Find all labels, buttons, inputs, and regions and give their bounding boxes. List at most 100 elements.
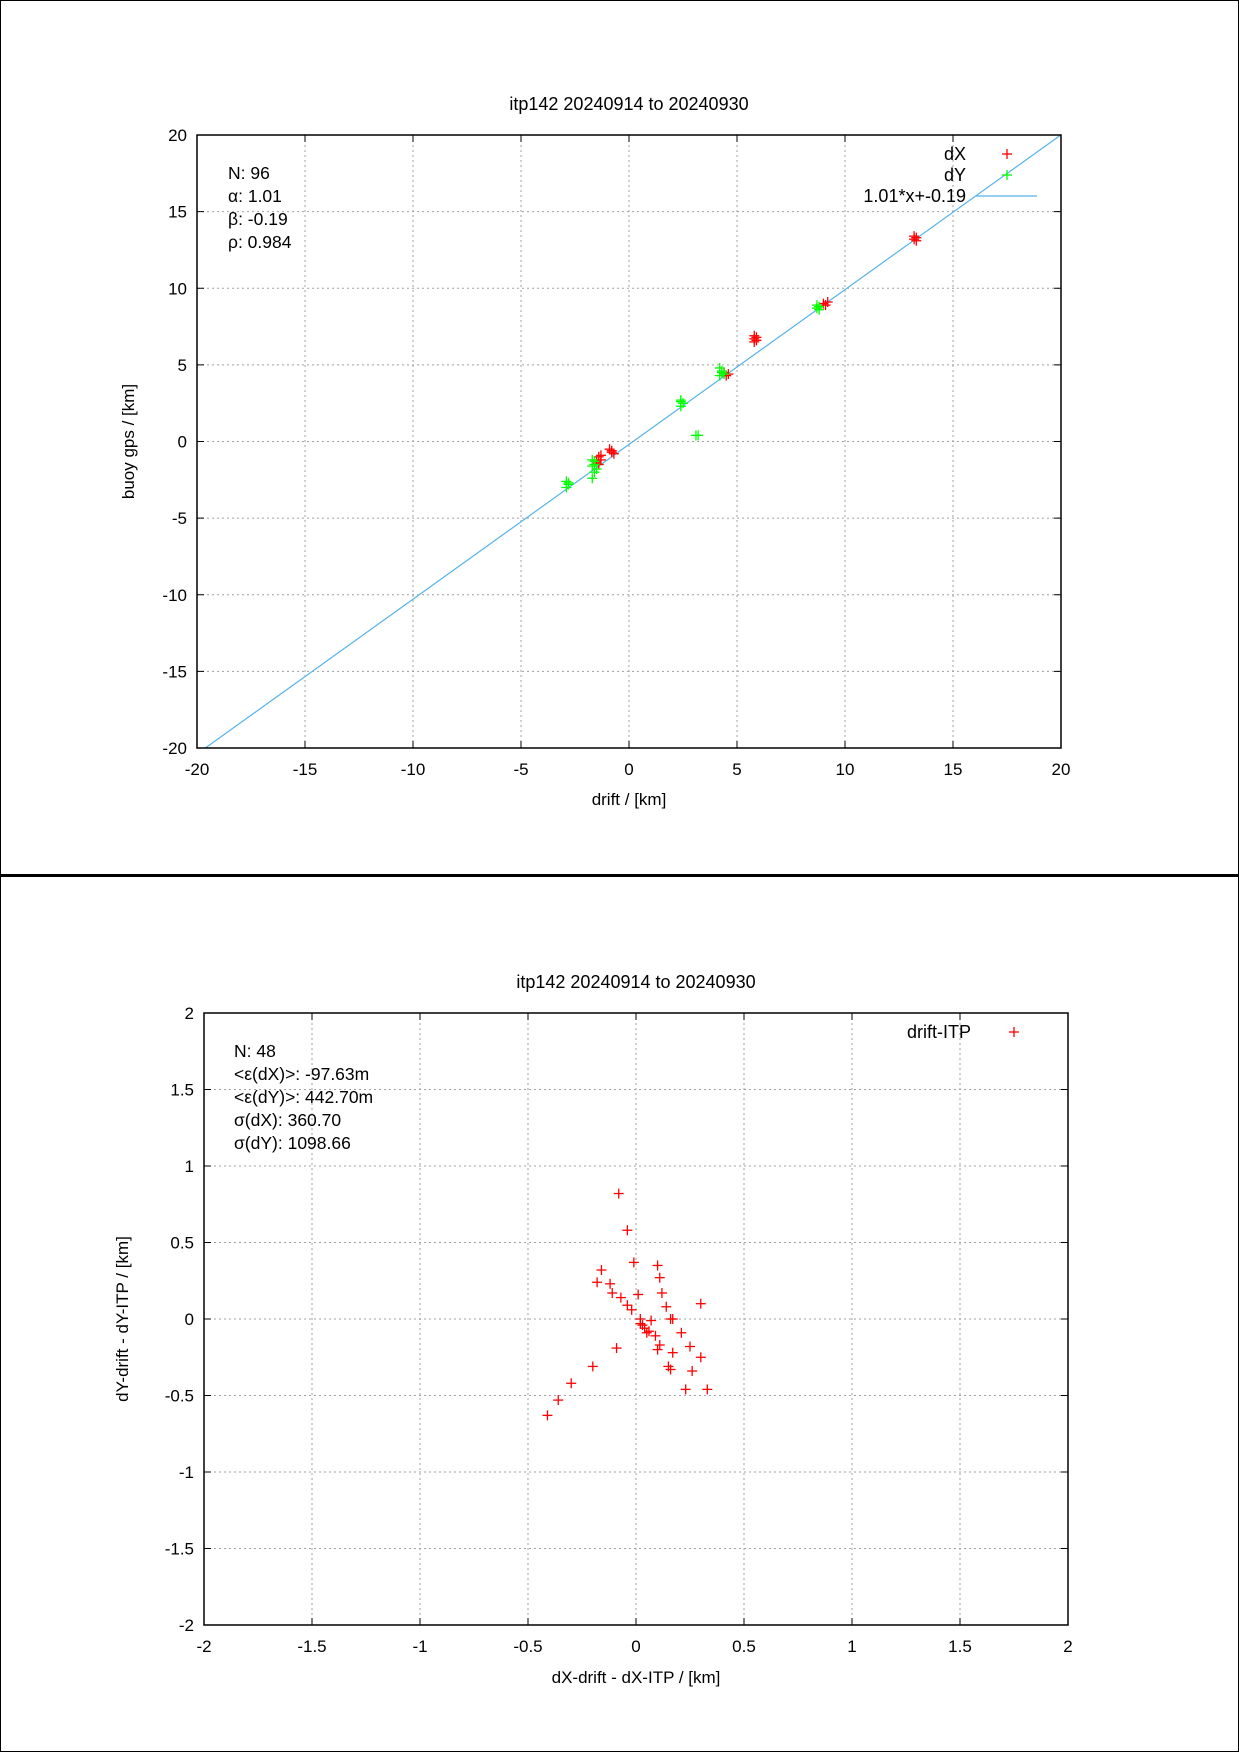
y-tick-label: 0.5: [170, 1234, 194, 1253]
stats-box: N: 96 α: 1.01 β: -0.19 ρ: 0.984: [228, 163, 292, 252]
y-tick-label: 20: [168, 126, 187, 145]
data-point-dy: [675, 396, 686, 407]
x-tick-label: 0: [624, 760, 633, 779]
data-point-drift-itp: [667, 1347, 678, 1358]
stats-line: <ε(dY)>: 442.70m: [234, 1087, 373, 1107]
y-tick-label: -10: [162, 586, 187, 605]
x-axis-label: drift / [km]: [592, 790, 667, 809]
y-tick-label: 0: [178, 433, 187, 452]
y-axis-label: dY-drift - dY-ITP / [km]: [113, 1236, 132, 1402]
data-point-dy: [693, 430, 704, 441]
data-point-dy: [587, 454, 598, 465]
data-point-drift-itp: [633, 1289, 644, 1300]
data-point-dx: [909, 234, 920, 245]
y-tick-label: 0: [185, 1310, 194, 1329]
data-point-drift-itp: [695, 1352, 706, 1363]
x-tick-label: 15: [944, 760, 963, 779]
data-point-dy: [587, 473, 598, 484]
data-point-dx: [911, 232, 922, 243]
legend: drift-ITP: [907, 1022, 1019, 1042]
data-point-drift-itp: [680, 1384, 691, 1395]
stats-line: β: -0.19: [228, 209, 288, 229]
data-point-dy: [678, 398, 688, 409]
data-point-drift-itp: [687, 1366, 698, 1377]
data-point-dx: [606, 447, 617, 458]
data-point-dx: [608, 448, 619, 459]
data-point-dy: [563, 477, 574, 488]
x-tick-label: -1: [412, 1637, 427, 1656]
data-point-drift-itp: [607, 1287, 618, 1298]
data-point-drift-itp: [650, 1330, 661, 1341]
x-tick-label: 20: [1052, 760, 1071, 779]
data-point-drift-itp: [605, 1278, 616, 1289]
data-point-drift-itp: [652, 1344, 663, 1355]
data-point-drift-itp: [613, 1188, 624, 1199]
x-tick-label: -15: [293, 760, 318, 779]
y-tick-label: -1: [179, 1463, 194, 1482]
y-tick-label: 1: [185, 1157, 194, 1176]
data-point-drift-itp: [665, 1314, 676, 1324]
legend-label: 1.01*x+-0.19: [863, 186, 966, 206]
x-tick-label: 1.5: [948, 1637, 972, 1656]
data-point-dy: [589, 459, 600, 470]
stats-line: σ(dY): 1098.66: [234, 1133, 351, 1153]
data-point-drift-itp: [628, 1257, 639, 1268]
data-point-drift-itp: [641, 1327, 652, 1338]
data-point-drift-itp: [587, 1361, 598, 1372]
y-tick-label: -2: [179, 1616, 194, 1635]
data-point-drift-itp: [654, 1340, 665, 1351]
chart-title: itp142 20240914 to 20240930: [509, 94, 748, 114]
data-point-dy: [561, 482, 572, 493]
gps-vs-drift-chart: -20 -15 -10 -5 0 5 10 15 20 -20 -15 -10 -5 0 5 10 15 20 i…: [119, 94, 1070, 809]
x-tick-label: 5: [732, 760, 741, 779]
legend-label: dX: [944, 144, 966, 164]
data-point-drift-itp: [702, 1384, 713, 1395]
data-point-dy: [714, 370, 725, 381]
data-point-dy: [814, 301, 825, 312]
residual-chart: -2 -1.5 -1 -0.5 0 0.5 1 1.5 2 -2 -1.5 -1 -0.5 0 0.5 1 1.…: [113, 972, 1073, 1687]
y-tick-label: -1.5: [165, 1540, 194, 1559]
legend-marker: [1002, 149, 1012, 159]
data-point-dx: [749, 336, 760, 347]
stats-line: α: 1.01: [228, 186, 282, 206]
legend-marker: [1002, 170, 1012, 180]
stats-line: σ(dX): 360.70: [234, 1110, 341, 1130]
data-point-drift-itp: [695, 1298, 706, 1309]
x-tick-label: -0.5: [513, 1637, 542, 1656]
data-point-drift-itp: [635, 1318, 646, 1329]
data-point-drift-itp: [646, 1315, 657, 1326]
data-point-drift-itp: [592, 1277, 603, 1288]
data-point-drift-itp: [553, 1395, 564, 1406]
data-point-drift-itp: [656, 1287, 667, 1298]
data-point-dx: [751, 332, 762, 343]
plot-frame: [196, 134, 1062, 749]
x-tick-label: -20: [185, 760, 210, 779]
data-point-dy: [719, 369, 730, 380]
data-point-drift-itp: [596, 1265, 607, 1276]
stats-line: N: 96: [228, 163, 270, 183]
x-tick-label: -2: [196, 1637, 211, 1656]
y-tick-label: 10: [168, 279, 187, 298]
data-point-drift-itp: [622, 1300, 633, 1311]
data-point-drift-itp: [611, 1343, 622, 1354]
legend-label: drift-ITP: [907, 1022, 971, 1042]
data-point-drift-itp: [676, 1327, 687, 1338]
stats-line: ρ: 0.984: [228, 232, 292, 252]
y-tick-label: 15: [168, 203, 187, 222]
data-point-dy: [811, 303, 822, 314]
x-tick-label: -1.5: [297, 1637, 326, 1656]
y-tick-label: -15: [162, 662, 187, 681]
data-point-drift-itp: [661, 1301, 672, 1312]
data-point-drift-itp: [652, 1260, 663, 1271]
stats-box: N: 48 <ε(dX)>: -97.63m <ε(dY)>: 442.70m σ(d…: [234, 1041, 373, 1153]
x-tick-label: -10: [401, 760, 426, 779]
x-tick-label: 1: [847, 1637, 856, 1656]
data-point-drift-itp: [566, 1378, 577, 1389]
y-tick-label: -0.5: [165, 1387, 194, 1406]
y-tick-label: -5: [172, 509, 187, 528]
x-axis-label: dX-drift - dX-ITP / [km]: [552, 1668, 721, 1687]
stats-line: <ε(dX)>: -97.63m: [234, 1064, 369, 1084]
data-point-dy: [591, 464, 602, 475]
